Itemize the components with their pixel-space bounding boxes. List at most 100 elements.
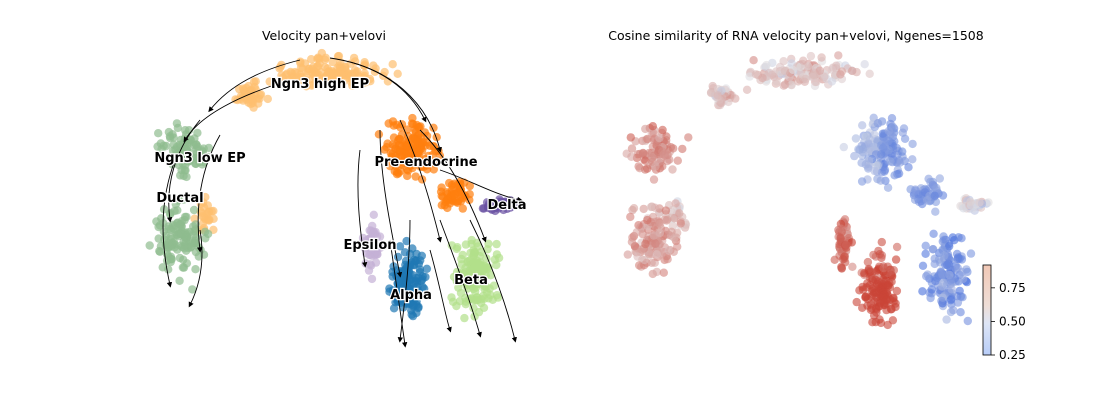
cell-point	[858, 303, 867, 312]
cell-point	[282, 82, 292, 92]
cell-point	[929, 229, 938, 238]
cell-point	[429, 165, 438, 174]
cell-point	[419, 162, 428, 172]
cell-point	[966, 249, 976, 258]
cell-point	[179, 171, 188, 181]
cell-point	[922, 272, 931, 281]
cell-point	[633, 252, 642, 261]
cell-point	[454, 196, 463, 206]
cell-point	[401, 264, 411, 273]
cell-point	[659, 268, 668, 277]
cell-point	[888, 316, 898, 325]
cell-point	[191, 225, 200, 234]
cell-point	[706, 88, 716, 98]
cell-point	[796, 62, 805, 72]
cell-point	[411, 135, 420, 144]
cell-point	[328, 57, 337, 67]
cell-point	[175, 253, 185, 263]
streamline	[196, 134, 221, 253]
cell-point	[492, 260, 501, 270]
panel-velocity: Velocity pan+velovi Ngn3 high EP Ngn3 low…	[145, 28, 528, 348]
cell-point	[191, 153, 200, 163]
cell-point	[450, 189, 459, 199]
cell-point	[891, 255, 901, 264]
cell-point	[858, 121, 867, 130]
cell-point	[370, 67, 380, 77]
cell-point	[461, 240, 471, 249]
streamline	[469, 219, 517, 343]
cell-point	[179, 151, 188, 160]
cell-point	[477, 247, 486, 257]
colorbar-gradient	[982, 264, 992, 356]
cell-point	[649, 231, 658, 240]
cell-point	[635, 149, 645, 159]
cell-point	[408, 244, 417, 253]
cell-point	[898, 128, 907, 137]
cell-point	[839, 142, 848, 152]
cell-point	[623, 250, 632, 259]
cell-point	[472, 256, 481, 265]
cell-point	[652, 267, 661, 277]
colorbar-tick-label: 0.75	[999, 281, 1026, 295]
cell-point	[200, 227, 210, 236]
cell-point	[627, 144, 637, 153]
cell-point	[935, 174, 944, 183]
cell-point	[731, 94, 740, 103]
cell-point	[914, 197, 924, 207]
streamline	[357, 149, 368, 268]
cell-point	[926, 293, 935, 303]
cell-point	[145, 241, 154, 250]
cell-point	[661, 206, 671, 215]
colorbar-tick-label: 0.25	[999, 348, 1026, 362]
cell-point	[817, 53, 826, 62]
cell-point	[963, 316, 972, 326]
cell-point	[175, 276, 184, 285]
cell-point	[461, 297, 471, 306]
cell-point	[671, 199, 680, 208]
cell-point	[945, 242, 954, 251]
cell-point	[302, 82, 311, 91]
cell-point	[864, 156, 874, 165]
cell-point	[880, 298, 889, 307]
cell-point	[655, 133, 664, 143]
cell-point	[483, 245, 492, 254]
cell-point	[942, 260, 952, 270]
cell-point	[364, 266, 374, 275]
cell-point	[173, 123, 183, 133]
cell-point	[658, 125, 667, 135]
cell-point	[662, 136, 671, 145]
cell-point	[883, 183, 893, 192]
cell-point	[415, 289, 424, 298]
cell-point	[957, 234, 966, 243]
cluster-label: Delta	[487, 198, 526, 213]
cell-point	[472, 238, 481, 248]
cell-point	[420, 128, 429, 137]
cell-point	[673, 156, 682, 165]
cell-point	[647, 152, 656, 162]
cell-point	[918, 287, 927, 296]
cell-point	[307, 55, 316, 64]
cell-point	[489, 281, 499, 290]
cell-point	[908, 139, 917, 149]
cell-point	[422, 264, 432, 273]
cell-point	[742, 85, 752, 95]
cell-point	[265, 77, 274, 86]
cell-point	[946, 276, 955, 285]
cell-point	[860, 59, 869, 69]
cell-point	[458, 204, 467, 213]
cell-point	[481, 271, 491, 280]
cell-point	[872, 293, 881, 302]
cell-point	[751, 70, 761, 79]
streamline	[429, 249, 452, 333]
cell-point	[780, 80, 790, 89]
cell-point	[506, 203, 515, 212]
cell-point	[892, 242, 902, 252]
cell-point	[851, 134, 861, 143]
cell-point	[861, 292, 870, 302]
cell-point	[762, 60, 771, 70]
cell-point	[889, 294, 898, 303]
streamline	[399, 119, 442, 243]
cell-point	[827, 65, 837, 74]
cell-point	[827, 77, 837, 86]
cell-point	[852, 297, 861, 307]
